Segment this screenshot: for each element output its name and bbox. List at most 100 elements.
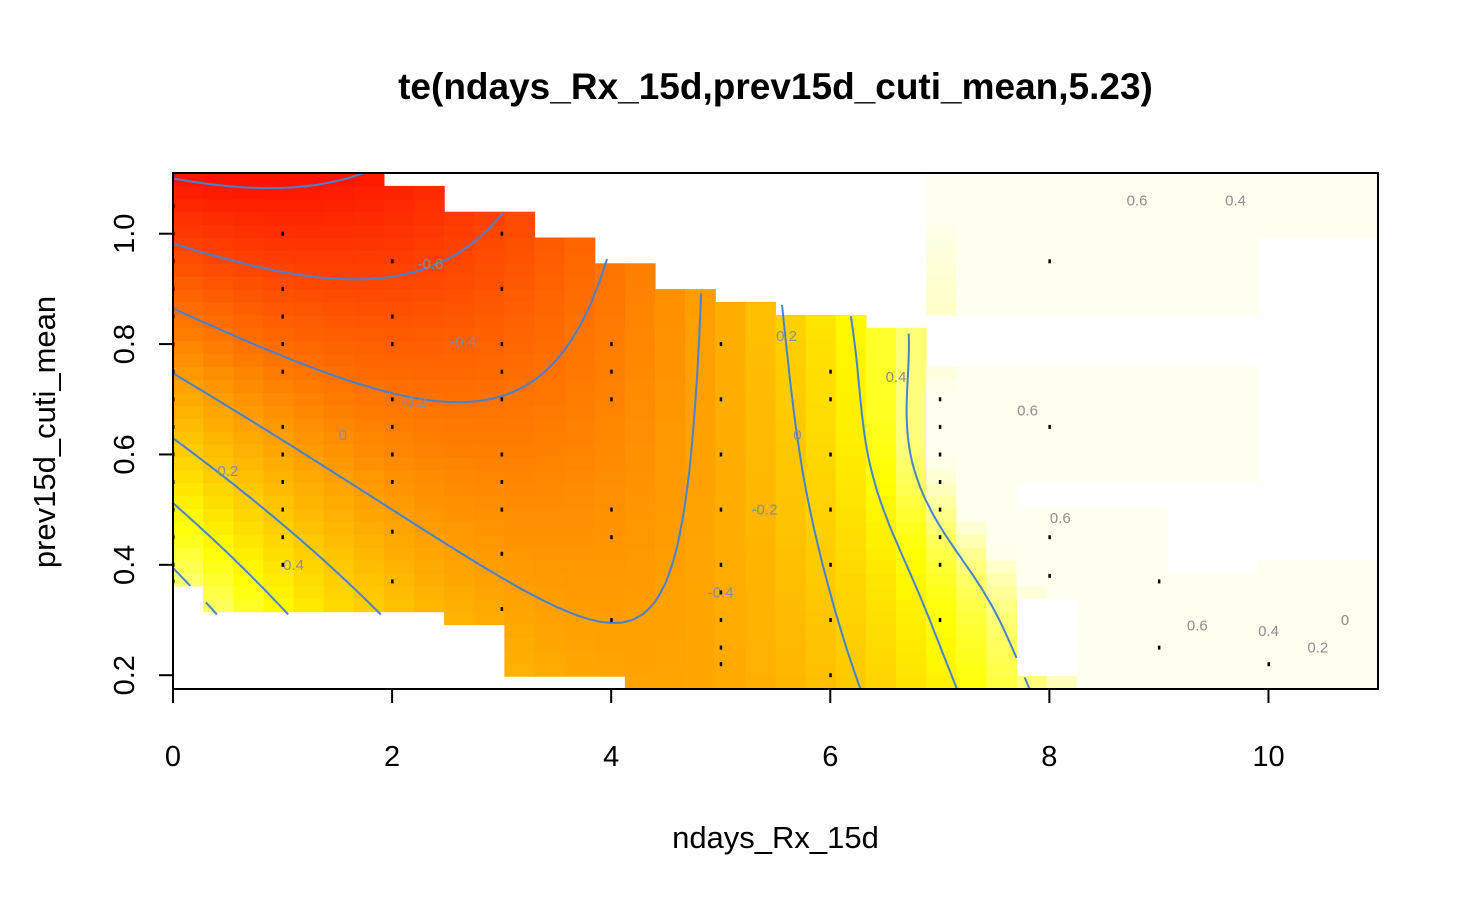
heatmap-cell: [956, 289, 987, 303]
heatmap-cell: [655, 327, 686, 342]
heatmap-cell: [594, 302, 626, 316]
heatmap-cell: [594, 431, 626, 445]
heatmap-cell: [655, 650, 686, 664]
heatmap-cell: [1197, 250, 1228, 264]
heatmap-cell: [293, 585, 325, 600]
heatmap-cell: [1016, 676, 1048, 690]
heatmap-cell: [323, 482, 355, 497]
heatmap-cell: [353, 185, 385, 200]
heatmap-cell: [775, 572, 807, 587]
heatmap-cell: [1227, 418, 1259, 432]
heatmap-cell: [685, 521, 716, 535]
heatmap-cell: [353, 482, 385, 497]
heatmap-cell: [1137, 185, 1168, 200]
heatmap-cell: [1106, 456, 1138, 471]
heatmap-cell: [293, 250, 325, 264]
heatmap-cell: [594, 560, 626, 574]
heatmap-cell: [474, 276, 505, 290]
heatmap-cell: [504, 353, 536, 368]
heatmap-cell: [1076, 521, 1108, 535]
heatmap-cell: [1167, 663, 1198, 677]
heatmap-cell: [173, 327, 204, 342]
heatmap-cell: [865, 560, 897, 574]
rug-point: [610, 535, 613, 540]
heatmap-cell: [745, 431, 777, 445]
heatmap-cell: [1106, 263, 1138, 277]
contour-label: -0.6: [417, 256, 443, 273]
heatmap-cell: [414, 276, 445, 290]
heatmap-cell: [323, 263, 355, 277]
heatmap-cell: [564, 534, 596, 548]
rug-point: [391, 342, 394, 347]
heatmap-cell: [805, 482, 837, 497]
rug-point: [829, 369, 832, 374]
heatmap-cell: [474, 431, 505, 445]
heatmap-cell: [1167, 469, 1198, 484]
heatmap-cell: [1016, 237, 1048, 251]
heatmap-cell: [353, 302, 385, 316]
heatmap-cell: [745, 611, 777, 626]
heatmap-cell: [173, 508, 204, 522]
heatmap-cell: [1137, 392, 1168, 406]
heatmap-cell: [203, 431, 234, 445]
heatmap-cell: [1257, 173, 1289, 187]
heatmap-cell: [594, 340, 626, 355]
heatmap-cell: [263, 314, 295, 329]
heatmap-cell: [1167, 289, 1198, 303]
rug-point: [829, 562, 832, 567]
heatmap-cell: [1227, 302, 1259, 316]
heatmap-cell: [474, 263, 505, 277]
heatmap-cell: [534, 289, 566, 303]
heatmap-cell: [1227, 237, 1259, 251]
heatmap-cell: [956, 611, 987, 626]
heatmap-cell: [986, 431, 1018, 445]
heatmap-cell: [1076, 508, 1108, 522]
heatmap-cell: [1106, 366, 1138, 380]
heatmap-cell: [383, 198, 415, 213]
heatmap-cell: [1257, 185, 1289, 200]
heatmap-cell: [1106, 469, 1138, 484]
heatmap-cell: [1347, 624, 1379, 638]
heatmap-cell: [1347, 637, 1379, 651]
heatmap-cell: [805, 353, 837, 368]
heatmap-cell: [323, 224, 355, 239]
heatmap-cell: [203, 289, 234, 303]
heatmap-cell: [986, 250, 1018, 264]
heatmap-cell: [444, 431, 475, 445]
heatmap-cell: [444, 405, 475, 419]
heatmap-cell: [715, 392, 746, 406]
heatmap-cell: [1257, 624, 1289, 638]
heatmap-cell: [775, 456, 807, 471]
heatmap-cell: [896, 431, 927, 445]
heatmap-cell: [835, 676, 867, 690]
heatmap-cell: [1317, 560, 1349, 574]
heatmap-cell: [444, 482, 475, 497]
heatmap-cell: [383, 314, 415, 329]
heatmap-cell: [564, 624, 596, 638]
heatmap-cell: [986, 650, 1018, 664]
heatmap-cell: [1197, 650, 1228, 664]
heatmap-cell: [1076, 431, 1108, 445]
heatmap-cell: [926, 366, 957, 380]
heatmap-cell: [173, 185, 204, 200]
heatmap-cell: [534, 405, 566, 419]
heatmap-cell: [1046, 276, 1078, 290]
heatmap-cell: [624, 353, 656, 368]
x-axis: 0 2 4 6 8 10: [165, 688, 1285, 773]
heatmap-cell: [173, 237, 204, 251]
heatmap-cell: [1106, 276, 1138, 290]
heatmap-cell: [594, 495, 626, 509]
heatmap-cell: [323, 237, 355, 251]
heatmap-cell: [504, 237, 536, 251]
heatmap-cell: [1016, 379, 1048, 393]
heatmap-cell: [353, 534, 385, 548]
heatmap-cell: [865, 534, 897, 548]
heatmap-cell: [323, 418, 355, 432]
heatmap-cell: [293, 224, 325, 239]
rug-point: [1267, 662, 1270, 667]
heatmap-cell: [1106, 185, 1138, 200]
heatmap-cell: [745, 327, 777, 342]
heatmap-cell: [293, 508, 325, 522]
heatmap-cell: [1076, 185, 1108, 200]
heatmap-cell: [986, 547, 1018, 561]
